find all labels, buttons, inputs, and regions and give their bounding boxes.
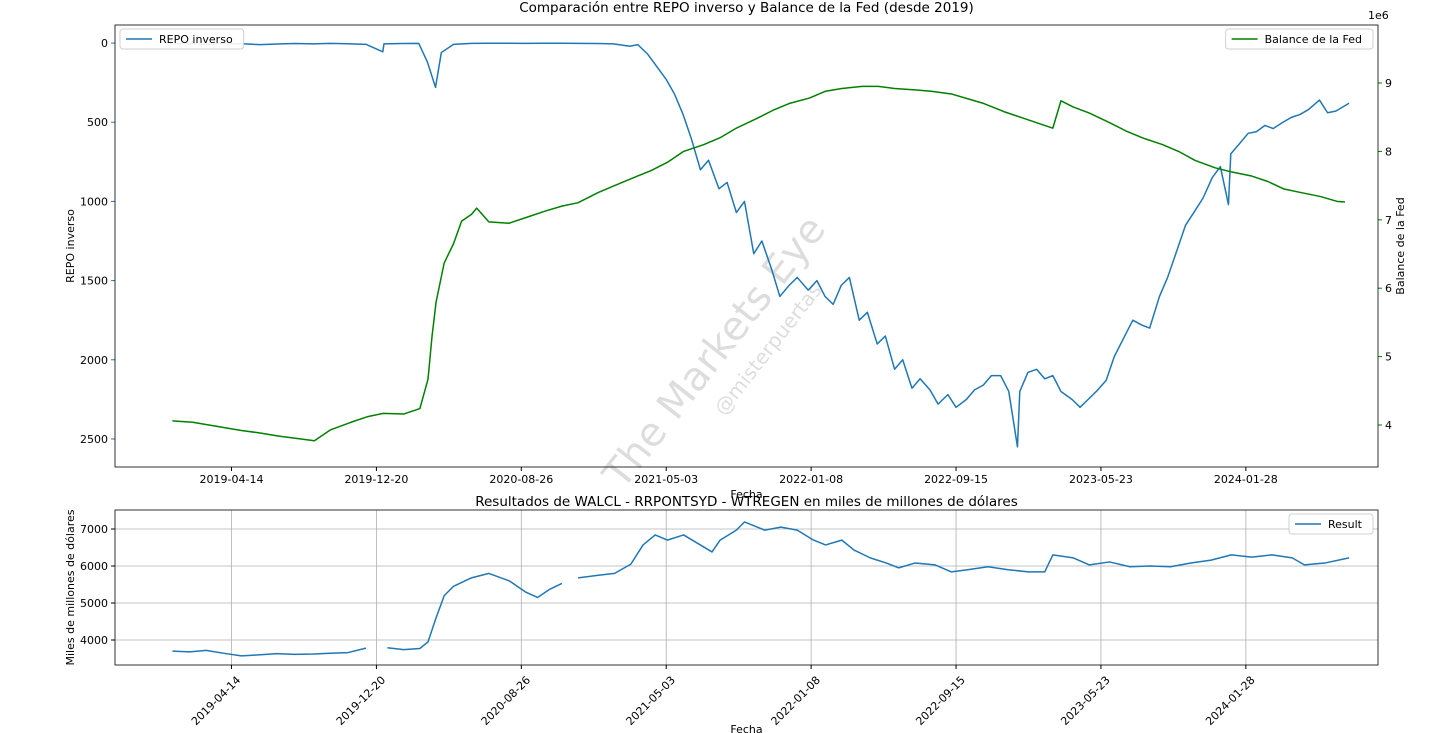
- y2-tick-label: 7: [1385, 214, 1392, 227]
- legend-label: REPO inverso: [159, 33, 233, 46]
- x-tick-label: 2021-05-03: [624, 674, 678, 728]
- chart-title: Comparación entre REPO inverso y Balance…: [519, 0, 974, 16]
- y-tick-label: 6000: [80, 560, 108, 573]
- y2-tick-label: 6: [1385, 282, 1392, 295]
- x-tick-label: 2022-09-15: [924, 473, 988, 486]
- y2-tick-label: 8: [1385, 145, 1392, 158]
- x-tick-label: 2024-01-28: [1203, 674, 1257, 728]
- y-tick-label: 7000: [80, 523, 108, 536]
- x-tick-label: 2023-05-23: [1069, 473, 1133, 486]
- legend: REPO inverso: [119, 28, 245, 50]
- series-line: [172, 42, 1350, 448]
- plot-frame: [114, 509, 1379, 666]
- y-tick-label: 2000: [80, 354, 108, 367]
- x-tick-label: 2019-04-14: [200, 473, 264, 486]
- x-tick-label: 2019-12-20: [334, 674, 388, 728]
- legend-label: Result: [1328, 518, 1363, 531]
- plot-frame: [114, 24, 1379, 468]
- y-tick-label: 500: [87, 116, 108, 129]
- y-tick-label: 5000: [80, 597, 108, 610]
- y-axis-label: Miles de millones de dólares: [64, 509, 77, 665]
- x-tick-label: 2019-04-14: [189, 674, 243, 728]
- y2-offset-label: 1e6: [1368, 9, 1389, 22]
- x-tick-label: 2022-01-08: [769, 674, 823, 728]
- x-tick-label: 2024-01-28: [1214, 473, 1278, 486]
- watermark-text: The Markets Eye: [594, 207, 835, 498]
- legend: Balance de la Fed: [1225, 28, 1374, 50]
- chart-title: Resultados de WALCL - RRPONTSYD - WTREGE…: [475, 494, 1018, 510]
- series-line: [172, 521, 1350, 657]
- y2-axis-label: Balance de la Fed: [1394, 197, 1407, 294]
- y-axis-label: REPO inverso: [64, 209, 77, 283]
- x-tick-label: 2022-09-15: [913, 674, 967, 728]
- legend-box: [119, 28, 245, 50]
- x-axis-label: Fecha: [730, 488, 762, 501]
- y2-tick-label: 5: [1385, 351, 1392, 364]
- series-line: [172, 85, 1346, 442]
- x-tick-label: 2019-12-20: [344, 473, 408, 486]
- x-tick-label: 2022-01-08: [779, 473, 843, 486]
- y2-tick-label: 9: [1385, 77, 1392, 90]
- x-tick-label: 2020-08-26: [479, 674, 533, 728]
- y-tick-label: 4000: [80, 634, 108, 647]
- x-tick-label: 2020-08-26: [489, 473, 553, 486]
- legend-box: [1288, 513, 1374, 535]
- y2-tick-label: 4: [1385, 419, 1392, 432]
- x-axis-label: Fecha: [730, 723, 762, 733]
- y-tick-label: 1000: [80, 195, 108, 208]
- y-tick-label: 1500: [80, 275, 108, 288]
- legend-label: Balance de la Fed: [1265, 33, 1362, 46]
- y-tick-label: 2500: [80, 433, 108, 446]
- watermark: The Markets Eye@misterpuertas: [594, 207, 835, 498]
- x-tick-label: 2021-05-03: [634, 473, 698, 486]
- y-tick-label: 0: [101, 37, 108, 50]
- legend: Result: [1288, 513, 1374, 535]
- legend-box: [1225, 28, 1374, 50]
- x-tick-label: 2023-05-23: [1058, 674, 1112, 728]
